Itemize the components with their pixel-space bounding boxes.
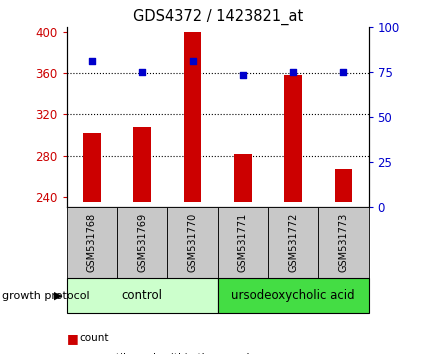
Bar [334, 169, 351, 202]
Bar [217, 278, 368, 313]
Text: ■: ■ [67, 351, 78, 354]
Bar [67, 207, 117, 278]
Point [339, 69, 346, 75]
Bar [317, 207, 368, 278]
Text: GSM531768: GSM531768 [87, 213, 97, 272]
Text: ursodeoxycholic acid: ursodeoxycholic acid [231, 289, 354, 302]
Text: GSM531770: GSM531770 [187, 213, 197, 272]
Point [88, 58, 95, 64]
Point [189, 58, 196, 64]
Text: control: control [121, 289, 163, 302]
Bar [267, 207, 317, 278]
Text: GSM531772: GSM531772 [287, 213, 298, 272]
Text: ■: ■ [67, 332, 78, 344]
Bar [217, 207, 267, 278]
Bar [284, 75, 301, 202]
Text: growth protocol: growth protocol [2, 291, 89, 301]
Bar [67, 278, 217, 313]
Point [289, 69, 296, 75]
Text: GSM531773: GSM531773 [338, 213, 347, 272]
Bar [183, 32, 201, 202]
Text: ▶: ▶ [54, 291, 62, 301]
Text: GSM531771: GSM531771 [237, 213, 247, 272]
Bar [117, 207, 167, 278]
Title: GDS4372 / 1423821_at: GDS4372 / 1423821_at [132, 9, 302, 25]
Point [239, 73, 246, 78]
Bar [167, 207, 217, 278]
Bar [233, 154, 251, 202]
Point [138, 69, 145, 75]
Bar [133, 127, 150, 202]
Text: percentile rank within the sample: percentile rank within the sample [80, 353, 255, 354]
Text: GSM531769: GSM531769 [137, 213, 147, 272]
Bar [83, 133, 101, 202]
Text: count: count [80, 333, 109, 343]
